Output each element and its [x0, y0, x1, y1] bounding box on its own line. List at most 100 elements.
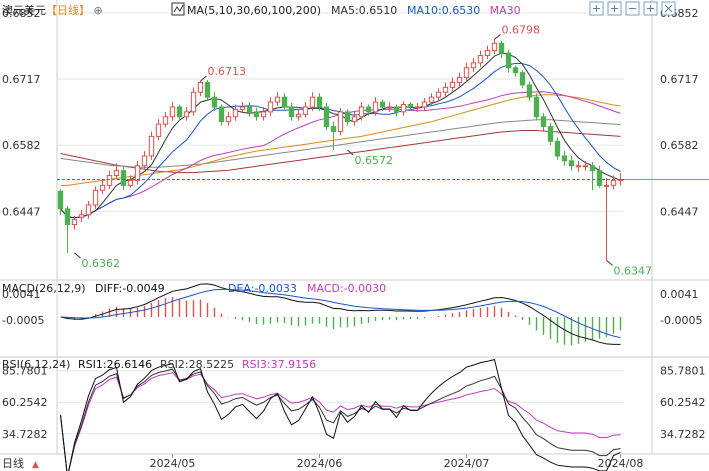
- candle-body: [596, 170, 603, 186]
- instrument-name: 澳元美元: [2, 4, 46, 17]
- ma-legend-item: MA5:0.6510: [331, 4, 397, 17]
- candle-body: [372, 101, 379, 113]
- candle-body: [204, 81, 211, 98]
- annotation-pointer: [606, 259, 613, 266]
- x-axis-label: 2024/07: [444, 457, 490, 470]
- candle-body: [477, 55, 484, 64]
- rsi2-line: [60, 368, 621, 471]
- candle-body: [106, 175, 113, 186]
- candle-body: [428, 96, 435, 103]
- candle-body: [421, 101, 428, 108]
- candle-body: [211, 96, 218, 108]
- annotation-pointer: [200, 75, 207, 82]
- candle-body: [99, 184, 106, 191]
- candle-body: [141, 155, 148, 167]
- candle-body: [274, 96, 281, 103]
- candle-body: [519, 72, 526, 86]
- candle-body: [302, 106, 309, 115]
- ma10-line: [60, 62, 621, 219]
- candle-body: [225, 116, 232, 123]
- macd-dea-value: DEA:-0.0033: [228, 282, 297, 295]
- macd-label: MACD(26,12,9): [2, 282, 86, 295]
- candle-body: [120, 170, 127, 186]
- rsi-tick-label-left: 60.2542: [2, 396, 48, 409]
- rsi1-value: RSI1:26.6146: [78, 358, 152, 371]
- candle-body: [162, 116, 169, 125]
- macd-tick-label-right: -0.0005: [660, 314, 702, 327]
- candle-body: [547, 126, 554, 142]
- candle-body: [57, 190, 64, 210]
- candle-body: [351, 116, 358, 123]
- period-selector-label: 日线: [2, 456, 24, 470]
- chart-title: 澳元美元【日线】 ⊕: [2, 3, 103, 17]
- candle-body: [540, 116, 547, 128]
- rsi-tick-label-right: 85.7801: [660, 365, 706, 378]
- price-tick-label-left: 0.6582: [2, 139, 41, 152]
- candle-body: [316, 96, 323, 108]
- annotation-pointer: [74, 252, 81, 259]
- candle-body: [246, 106, 253, 113]
- candle-body: [218, 106, 225, 123]
- macd-macd-value: MACD:-0.0030: [307, 282, 386, 295]
- x-axis-label: 2024/05: [150, 457, 196, 470]
- candle-body: [442, 86, 449, 93]
- candle-body: [526, 84, 533, 98]
- candle-body: [113, 170, 120, 177]
- candle-body: [610, 179, 617, 186]
- candle-body: [575, 165, 582, 168]
- candle-body: [64, 208, 71, 226]
- settings-icon[interactable]: ⊕: [90, 4, 103, 17]
- candle-body: [358, 106, 365, 118]
- ma5-line: [60, 52, 621, 219]
- price-tick-label-left: 0.6852: [2, 7, 41, 20]
- candle-body: [498, 42, 505, 54]
- candle-body: [491, 42, 498, 52]
- period-label: 【日线】: [46, 3, 90, 17]
- period-selector-icon[interactable]: ▲: [32, 460, 39, 470]
- macd-tick-label-left: 0.0041: [2, 288, 41, 301]
- candle-body: [470, 62, 477, 69]
- candle-body: [379, 101, 386, 108]
- macd-diff-line: [60, 283, 621, 345]
- candle-body: [92, 189, 99, 206]
- candle-body: [281, 96, 288, 108]
- rsi-tick-label-left: 85.7801: [2, 365, 48, 378]
- macd-tick-label-left: -0.0005: [2, 314, 44, 327]
- candle-body: [512, 67, 519, 74]
- x-axis-label: 2024/06: [297, 457, 343, 470]
- candle-body: [568, 160, 575, 167]
- candle-body: [414, 106, 421, 109]
- candle-body: [239, 106, 246, 110]
- candle-body: [533, 96, 540, 118]
- candle-body: [127, 179, 134, 186]
- rsi1-line: [60, 359, 621, 471]
- price-tick-label-right: 0.6717: [660, 73, 699, 86]
- close-icon-mark: [664, 4, 673, 13]
- x-axis-label: 2024/08: [598, 457, 644, 470]
- price-annotation: 0.6798: [502, 23, 541, 36]
- candle-body: [484, 50, 491, 57]
- annotation-pointer: [347, 149, 354, 156]
- rsi-label: RSI(6,12,24): [2, 358, 70, 371]
- price-annotation: 0.6572: [355, 154, 394, 167]
- candle-body: [295, 113, 302, 118]
- candle-body: [85, 204, 92, 216]
- candle-body: [155, 123, 162, 137]
- candle-body: [232, 108, 239, 118]
- price-tick-label-right: 0.6447: [660, 205, 699, 218]
- candle-body: [463, 67, 470, 79]
- candle-body: [456, 77, 463, 83]
- price-annotation: 0.6347: [614, 264, 653, 277]
- candle-body: [400, 104, 407, 113]
- price-annotation: 0.6362: [82, 257, 121, 270]
- rsi3-line: [60, 371, 621, 471]
- candle-body: [435, 91, 442, 98]
- candle-body: [589, 165, 596, 172]
- candle-body: [148, 135, 155, 157]
- candle-body: [407, 104, 414, 108]
- candle-body: [323, 106, 330, 128]
- annotation-pointer: [494, 33, 501, 40]
- candle-body: [71, 219, 78, 226]
